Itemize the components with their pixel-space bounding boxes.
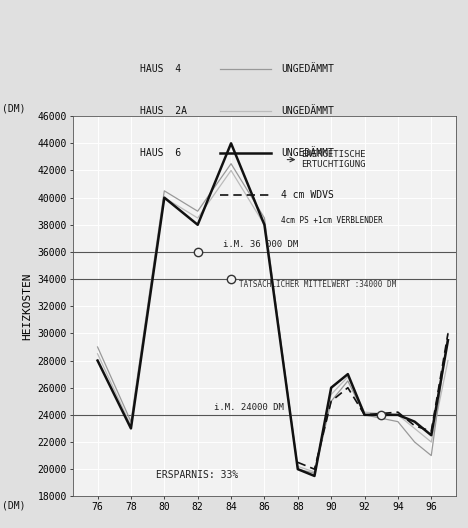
- Text: (DM): (DM): [2, 501, 26, 511]
- Text: UNGEDÄMMT: UNGEDÄMMT: [281, 64, 334, 73]
- Text: TATSÄCHLICHER MITTELWERT :34000 DM: TATSÄCHLICHER MITTELWERT :34000 DM: [240, 280, 397, 289]
- Text: ENERGETISCHE
ERTUCHTIGUNG: ENERGETISCHE ERTUCHTIGUNG: [287, 150, 366, 169]
- Text: (DM): (DM): [2, 103, 26, 114]
- Text: i.M. 24000 DM: i.M. 24000 DM: [214, 403, 284, 412]
- Text: HAUS  2A: HAUS 2A: [140, 106, 187, 116]
- Text: 4cm PS +1cm VERBLENDER: 4cm PS +1cm VERBLENDER: [281, 216, 382, 225]
- Text: 4 cm WDVS: 4 cm WDVS: [281, 191, 334, 200]
- Text: i.M. 36 000 DM: i.M. 36 000 DM: [223, 240, 298, 249]
- Y-axis label: HEIZKOSTEN: HEIZKOSTEN: [22, 272, 32, 340]
- Text: HAUS  6: HAUS 6: [140, 148, 182, 158]
- Text: ERSPARNIS: 33%: ERSPARNIS: 33%: [156, 470, 238, 480]
- Text: UNGEDÄMMT: UNGEDÄMMT: [281, 148, 334, 158]
- Text: HAUS  4: HAUS 4: [140, 64, 182, 73]
- Text: UNGEDÄMMT: UNGEDÄMMT: [281, 106, 334, 116]
